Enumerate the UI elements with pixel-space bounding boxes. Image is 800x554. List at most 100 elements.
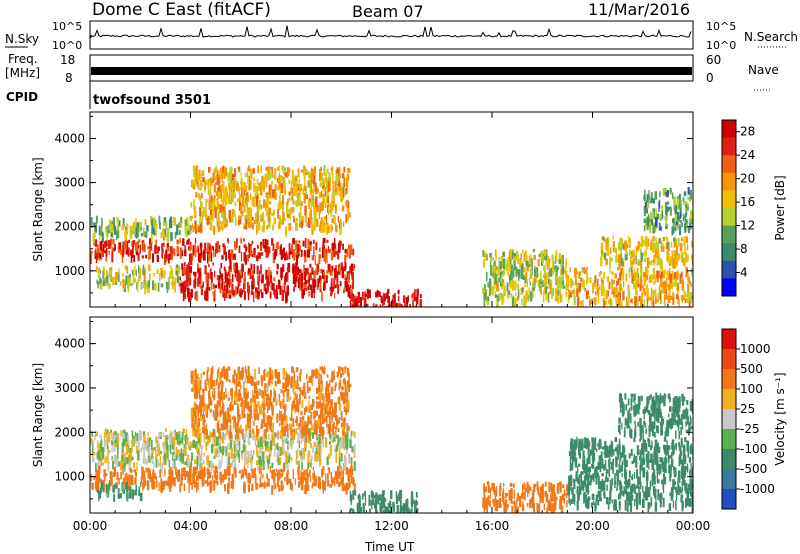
echo-cell xyxy=(250,246,252,257)
echo-cell xyxy=(641,284,644,288)
echo-cell xyxy=(654,275,657,283)
echo-cell xyxy=(676,282,678,289)
echo-cell xyxy=(662,236,666,242)
echo-cell xyxy=(318,265,320,273)
echo-cell xyxy=(523,267,526,273)
echo-cell xyxy=(329,431,332,439)
echo-cell xyxy=(581,279,585,287)
echo-cell xyxy=(237,418,239,429)
echo-cell xyxy=(251,397,253,403)
echo-cell xyxy=(93,451,96,456)
echo-cell xyxy=(555,496,558,501)
echo-cell xyxy=(358,493,361,504)
echo-cell xyxy=(359,297,362,307)
echo-cell xyxy=(321,468,323,478)
echo-cell xyxy=(551,490,553,498)
echo-cell xyxy=(217,242,219,246)
echo-cell xyxy=(681,222,683,227)
echo-cell xyxy=(352,248,355,256)
echo-cell xyxy=(97,473,100,483)
echo-cell xyxy=(207,482,210,486)
echo-cell xyxy=(296,416,298,426)
echo-cell xyxy=(661,260,663,272)
echo-cell xyxy=(603,286,605,297)
echo-cell xyxy=(498,500,501,508)
echo-cell xyxy=(306,249,309,258)
echo-cell xyxy=(679,220,682,224)
echo-cell xyxy=(331,477,333,486)
echo-cell xyxy=(314,255,316,266)
echo-cell xyxy=(180,448,182,455)
echo-cell xyxy=(675,443,678,449)
echo-cell xyxy=(524,487,528,492)
echo-cell xyxy=(200,394,203,403)
echo-cell xyxy=(368,494,371,505)
echo-cell xyxy=(272,469,275,480)
echo-cell xyxy=(164,435,166,446)
echo-cell xyxy=(112,472,116,477)
echo-cell xyxy=(312,239,315,244)
echo-cell xyxy=(185,429,188,436)
echo-cell xyxy=(345,482,348,494)
echo-cell xyxy=(498,277,500,283)
echo-cell xyxy=(304,407,306,415)
echo-cell xyxy=(139,221,142,227)
colorbar-tick-label: 8 xyxy=(740,242,748,256)
echo-cell xyxy=(336,274,339,284)
echo-cell xyxy=(291,440,293,450)
echo-cell xyxy=(312,483,314,487)
echo-cell xyxy=(303,185,306,191)
echo-cell xyxy=(227,197,230,204)
echo-cell xyxy=(339,221,341,229)
echo-cell xyxy=(222,419,226,431)
echo-cell xyxy=(194,220,197,230)
echo-cell xyxy=(534,483,537,488)
echo-cell xyxy=(496,298,499,307)
echo-cell xyxy=(179,251,182,259)
echo-cell xyxy=(679,275,682,284)
echo-cell xyxy=(625,273,628,282)
echo-cell xyxy=(655,293,657,304)
echo-cell xyxy=(344,262,347,270)
echo-cell xyxy=(219,396,221,407)
echo-cell xyxy=(243,222,246,229)
echo-cell xyxy=(522,501,524,507)
echo-cell xyxy=(603,239,606,243)
echo-cell xyxy=(228,379,231,383)
echo-cell xyxy=(258,461,260,465)
echo-cell xyxy=(260,375,263,383)
echo-cell xyxy=(205,198,208,203)
colorbar-tick-label: 20 xyxy=(740,172,755,186)
echo-cell xyxy=(200,173,203,179)
echo-cell xyxy=(295,262,298,274)
echo-cell xyxy=(160,274,163,280)
echo-cell xyxy=(198,455,200,465)
echo-cell xyxy=(620,464,622,471)
echo-cell xyxy=(351,304,355,307)
echo-cell xyxy=(211,431,215,437)
echo-cell xyxy=(247,473,249,484)
colorbar-swatch xyxy=(722,208,736,226)
echo-cell xyxy=(321,365,324,374)
echo-cell xyxy=(415,508,419,512)
echo-cell xyxy=(271,212,274,217)
echo-cell xyxy=(300,435,302,444)
echo-cell xyxy=(348,167,351,173)
echo-cell xyxy=(162,222,166,226)
echo-cell xyxy=(673,282,676,287)
echo-cell xyxy=(672,226,675,234)
echo-cell xyxy=(330,282,333,291)
echo-cell xyxy=(397,289,400,295)
nsky-label: N.Sky xyxy=(5,32,39,46)
echo-cell xyxy=(253,381,256,386)
echo-cell xyxy=(671,226,674,236)
echo-cell xyxy=(109,472,112,479)
echo-cell xyxy=(170,232,173,242)
echo-cell xyxy=(611,280,613,285)
echo-cell xyxy=(230,279,232,285)
echo-cell xyxy=(160,485,162,492)
echo-cell xyxy=(320,224,323,233)
echo-cell xyxy=(494,294,498,298)
echo-cell xyxy=(418,304,421,307)
echo-cell xyxy=(691,240,693,247)
